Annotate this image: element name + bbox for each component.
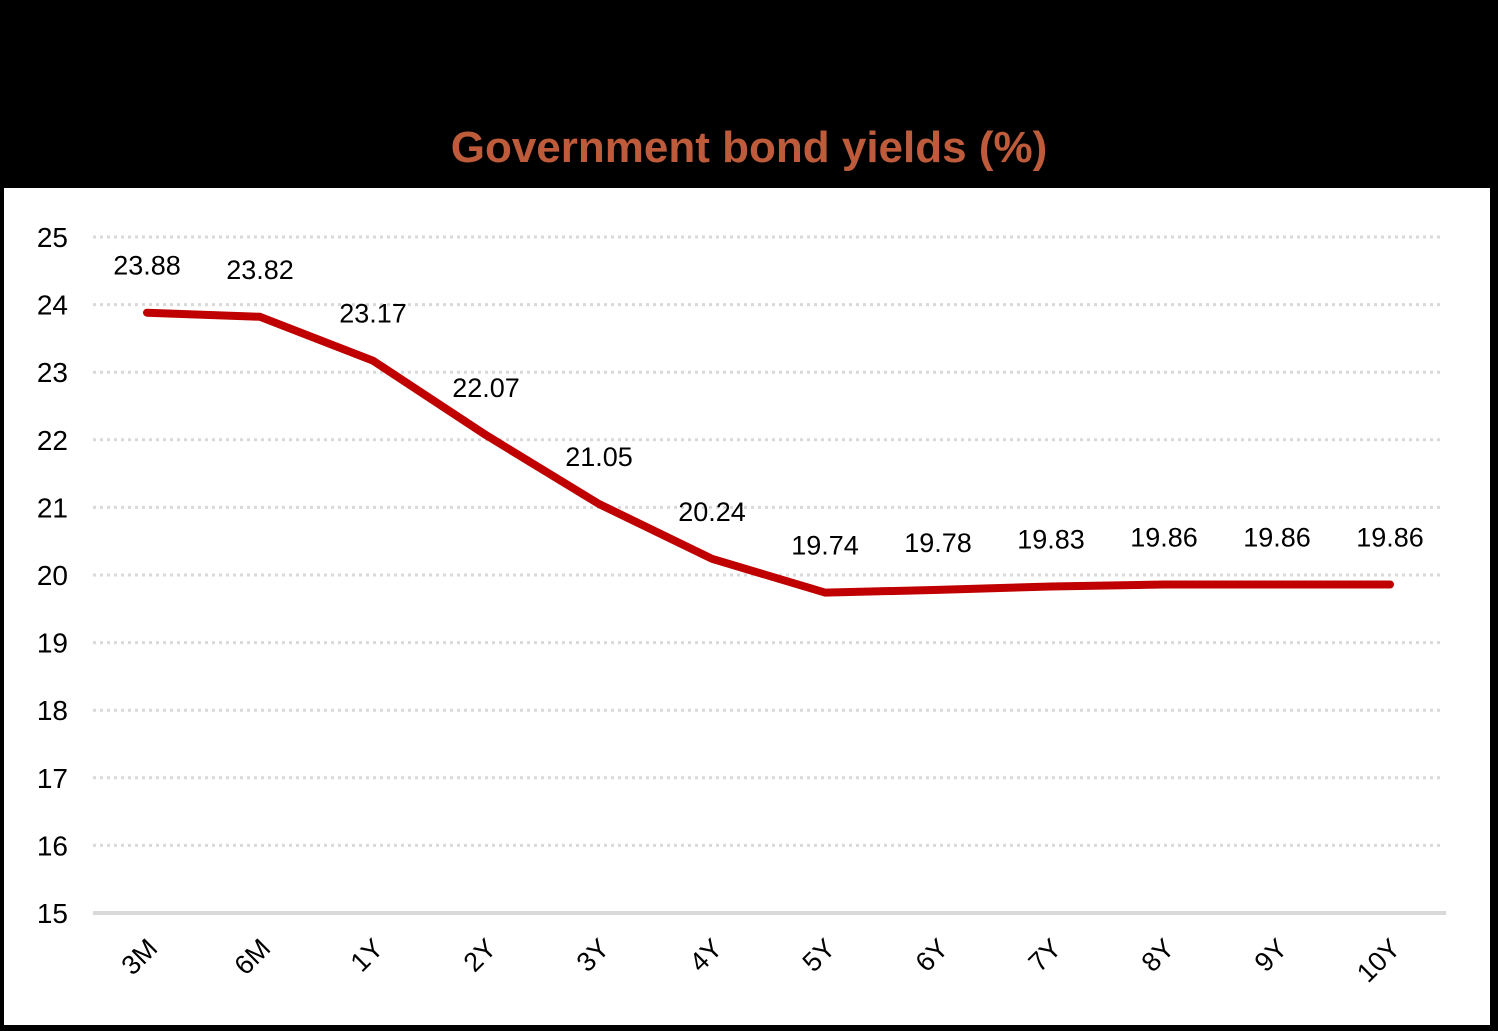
data-label: 21.05 bbox=[565, 442, 633, 472]
data-label: 19.86 bbox=[1130, 522, 1198, 552]
x-axis-category-label: 3M bbox=[116, 933, 164, 981]
data-label: 20.24 bbox=[678, 497, 746, 527]
data-label: 19.83 bbox=[1017, 524, 1085, 554]
y-axis-tick-label: 16 bbox=[37, 830, 68, 861]
y-axis-tick-label: 18 bbox=[37, 695, 68, 726]
y-axis-tick-label: 15 bbox=[37, 898, 68, 929]
y-axis-tick-label: 17 bbox=[37, 763, 68, 794]
x-axis-category-label: 9Y bbox=[1249, 933, 1294, 978]
data-label: 23.82 bbox=[226, 255, 294, 285]
x-axis-category-label: 4Y bbox=[684, 933, 729, 978]
x-axis-category-label: 3Y bbox=[571, 933, 616, 978]
x-axis-category-label: 7Y bbox=[1023, 933, 1068, 978]
data-label: 19.74 bbox=[791, 531, 859, 561]
data-label: 19.86 bbox=[1243, 522, 1311, 552]
y-axis-tick-label: 19 bbox=[37, 628, 68, 659]
bond-yields-line-chart: 25 24 23 22 21 20 19 18 17 16 15 3M 6M 1Y 2Y 3Y 4Y 5Y 6Y 7Y… bbox=[37, 222, 1446, 988]
data-label: 19.78 bbox=[904, 528, 972, 558]
x-axis-category-label: 6M bbox=[229, 933, 277, 981]
x-axis-category-label: 8Y bbox=[1136, 933, 1181, 978]
x-axis-category-label: 10Y bbox=[1351, 933, 1406, 988]
y-axis-tick-label: 24 bbox=[37, 290, 68, 321]
y-axis-tick-label: 21 bbox=[37, 492, 68, 523]
y-axis-tick-label: 20 bbox=[37, 560, 68, 591]
x-axis-category-label: 5Y bbox=[797, 933, 842, 978]
data-label: 23.88 bbox=[113, 251, 181, 281]
plot-area: 25 24 23 22 21 20 19 18 17 16 15 3M 6M 1Y 2Y 3Y 4Y 5Y 6Y 7Y… bbox=[4, 188, 1490, 1025]
y-axis-tick-label: 23 bbox=[37, 357, 68, 388]
x-axis-category-label: 2Y bbox=[458, 933, 503, 978]
x-axis-category-label: 1Y bbox=[345, 933, 390, 978]
y-axis-tick-label: 25 bbox=[37, 222, 68, 253]
data-label: 23.17 bbox=[339, 299, 407, 329]
x-axis-category-label: 6Y bbox=[910, 933, 955, 978]
y-axis-tick-label: 22 bbox=[37, 425, 68, 456]
data-label: 19.86 bbox=[1356, 522, 1424, 552]
chart-title: Government bond yields (%) bbox=[450, 123, 1048, 172]
data-label: 22.07 bbox=[452, 373, 520, 403]
series-line bbox=[143, 308, 1394, 597]
